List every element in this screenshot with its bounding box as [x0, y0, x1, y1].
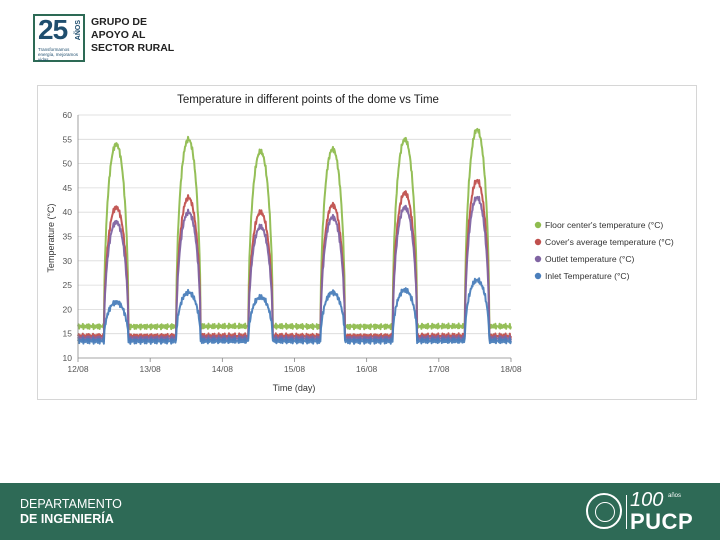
university-name: PUCP [630, 509, 694, 534]
logo-years: AÑOS [75, 20, 82, 41]
legend-marker-inlet [534, 272, 542, 280]
x-tick-label: 17/08 [428, 364, 450, 374]
x-tick-label: 14/08 [212, 364, 234, 374]
y-tick-label: 45 [63, 183, 73, 193]
legend-label-cover: Cover's average temperature (°C) [545, 237, 674, 247]
series-line-floor [77, 127, 512, 331]
y-tick-label: 40 [63, 207, 73, 217]
series-line-inlet [77, 277, 512, 345]
x-tick-label: 18/08 [500, 364, 522, 374]
y-tick-label: 60 [63, 110, 73, 120]
legend-label-outlet: Outlet temperature (°C) [545, 254, 635, 264]
department-line-2: DE INGENIERÍA [20, 512, 114, 526]
y-tick-label: 35 [63, 232, 73, 242]
y-tick-label: 20 [63, 304, 73, 314]
y-tick-label: 10 [63, 353, 73, 363]
logo-name-line-2: APOYO AL [91, 29, 146, 41]
centenary-number: 100 [630, 489, 664, 511]
logo-separator [626, 495, 627, 529]
logo-name: GRUPO DE APOYO AL SECTOR RURAL [91, 16, 174, 55]
department-line-1: DEPARTAMENTO [20, 497, 122, 511]
series-line-cover [77, 178, 512, 341]
y-tick-label: 15 [63, 329, 73, 339]
logo-tagline: Transformamos energía, mejoramos vidas. [38, 47, 79, 62]
logo-name-line-1: GRUPO DE [91, 16, 148, 28]
series-line-outlet [77, 195, 512, 343]
legend-label-floor: Floor center's temperature (°C) [545, 220, 663, 230]
logo-number: 25 [38, 14, 68, 45]
temperature-chart: Temperature in different points of the d… [46, 94, 674, 393]
x-tick-label: 13/08 [140, 364, 162, 374]
x-tick-label: 15/08 [284, 364, 306, 374]
legend-marker-cover [534, 238, 542, 246]
y-tick-label: 30 [63, 256, 73, 266]
x-axis-label: Time (day) [273, 383, 316, 393]
university-seal-icon [586, 493, 622, 529]
gasr-logo: 25 AÑOS Transformamos energía, mejoramos… [33, 14, 193, 64]
department-name: DEPARTAMENTO DE INGENIERÍA [20, 497, 122, 527]
pucp-logo: 100 años PUCP [586, 489, 706, 534]
chart-title: Temperature in different points of the d… [177, 94, 439, 106]
centenary-years: años [668, 493, 682, 499]
footer-bar: DEPARTAMENTO DE INGENIERÍA 100 años PUCP [0, 483, 720, 540]
x-tick-label: 16/08 [356, 364, 378, 374]
legend-marker-outlet [534, 255, 542, 263]
x-tick-label: 12/08 [67, 364, 89, 374]
y-tick-label: 55 [63, 134, 73, 144]
y-tick-label: 25 [63, 280, 73, 290]
chart-frame: Temperature in different points of the d… [37, 85, 697, 400]
y-axis-label: Temperature (°C) [46, 203, 56, 272]
y-tick-label: 50 [63, 159, 73, 169]
logo-badge: 25 AÑOS Transformamos energía, mejoramos… [33, 14, 85, 62]
logo-name-line-3: SECTOR RURAL [91, 42, 175, 54]
legend-marker-floor [534, 221, 542, 229]
legend-label-inlet: Inlet Temperature (°C) [545, 271, 630, 281]
